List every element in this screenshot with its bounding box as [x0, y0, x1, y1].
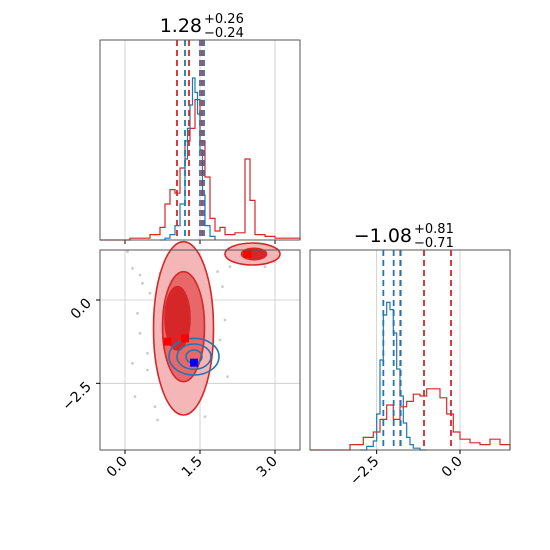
- blue-contour-outer-0: [168, 337, 220, 376]
- scatter-point-19: [156, 418, 159, 422]
- joint-red-contours: [152, 240, 281, 416]
- marker-red-0: [163, 337, 172, 346]
- scatter-point-7: [148, 291, 152, 295]
- joint-panel: 0.0 1.5 3.0 −2.5 0.0: [59, 240, 301, 481]
- marker-red-2: [243, 250, 252, 258]
- title-param1-value: 1.28: [160, 15, 202, 37]
- blue-contour-middle-1: [176, 343, 212, 371]
- joint-ytick-label-1: 0.0: [68, 296, 95, 323]
- marginal-histograms-param1: [100, 77, 301, 241]
- histogram-red-param1: [100, 99, 301, 241]
- quantile-lines-param2: [382, 250, 452, 450]
- scatter-point-2: [138, 273, 142, 277]
- histogram-blue-param1: [160, 77, 216, 241]
- marginal-panel-param2: −2.5 0.0 −1.08 +0.81 −0.71: [309, 222, 511, 489]
- marginal-frame-param2: [309, 249, 511, 451]
- marker-blue-0: [190, 358, 198, 367]
- scatter-point-1: [131, 266, 134, 270]
- joint-y-ticks: −2.5 0.0: [59, 296, 100, 414]
- scatter-point-0: [126, 250, 129, 254]
- scatter-point-16: [263, 265, 267, 269]
- marginal2-xtick-label-1: 0.0: [439, 454, 466, 481]
- scatter-point-8: [153, 405, 157, 409]
- scatter-point-5: [133, 395, 137, 399]
- marginal-grid-param2: [376, 250, 461, 450]
- scatter-point-6: [146, 368, 149, 372]
- marginal-frame-param1: [99, 39, 301, 241]
- marginal2-xtick-label-0: −2.5: [347, 454, 382, 489]
- marker-red-1: [181, 334, 189, 343]
- scatter-point-12: [221, 285, 224, 289]
- joint-xtick-label-0: 0.0: [104, 454, 131, 481]
- title-param1-minus: −0.24: [204, 26, 244, 41]
- joint-markers: [163, 250, 252, 367]
- scatter-point-22: [131, 361, 134, 365]
- joint-xtick-label-2: 3.0: [254, 454, 281, 481]
- scatter-point-14: [218, 338, 222, 342]
- scatter-point-20: [216, 270, 219, 274]
- red-contour-inner-2: [164, 285, 191, 351]
- quantile-lines-param1: [176, 40, 205, 240]
- scatter-point-13: [223, 318, 227, 322]
- scatter-point-21: [141, 281, 144, 285]
- title-param2-minus: −0.71: [414, 236, 454, 251]
- joint-ytick-label-0: −2.5: [59, 379, 94, 414]
- scatter-point-18: [203, 415, 207, 419]
- marginal-x-ticks-param2: −2.5 0.0: [347, 450, 466, 489]
- title-param2-plus: +0.81: [414, 222, 454, 237]
- marginal-panel-param1: 1.28 +0.26 −0.24: [99, 12, 301, 244]
- title-param2-value: −1.08: [354, 225, 412, 247]
- joint-xtick-label-1: 1.5: [179, 454, 206, 481]
- joint-x-ticks: 0.0 1.5 3.0: [104, 450, 281, 481]
- scatter-point-10: [146, 351, 149, 355]
- scatter-point-4: [138, 331, 142, 335]
- scatter-point-3: [136, 311, 139, 315]
- marginal-histograms-param2: [310, 301, 511, 451]
- scatter-point-23: [226, 375, 229, 379]
- scatter-point-15: [228, 265, 232, 269]
- title-param1-plus: +0.26: [204, 12, 244, 27]
